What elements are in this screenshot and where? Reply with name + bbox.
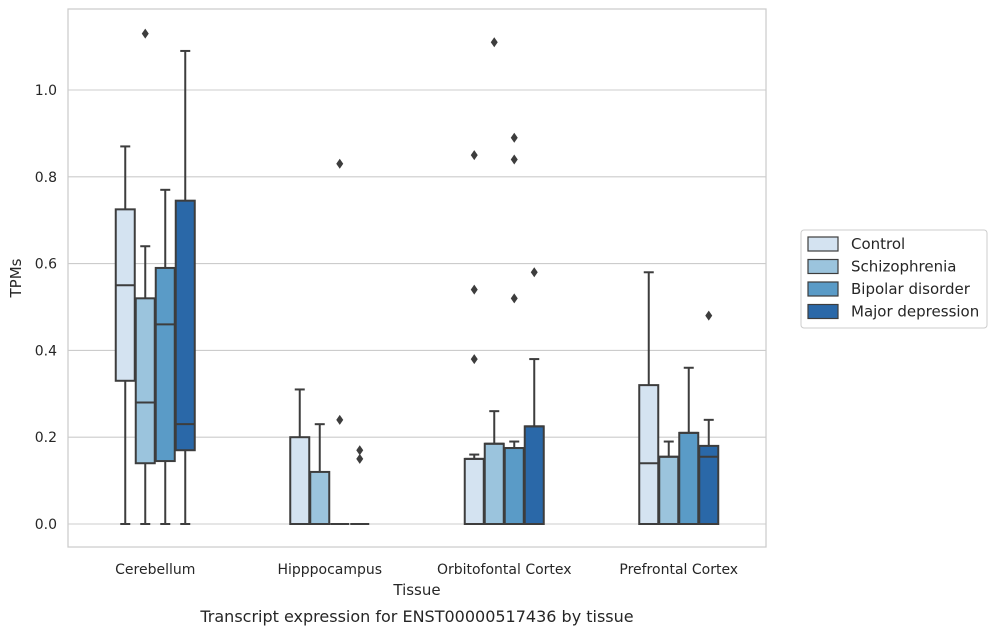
- box-3-0: [174, 49, 196, 525]
- legend-swatch: [807, 236, 839, 252]
- y-tick-label: 0.2: [35, 430, 57, 446]
- y-tick-label: 0.0: [35, 517, 57, 533]
- outlier-point: [510, 293, 518, 304]
- chart-caption: Transcript expression for ENST0000051743…: [199, 607, 633, 626]
- legend-swatch: [807, 303, 839, 320]
- outlier-point: [705, 310, 713, 321]
- box-1-0: [134, 28, 156, 525]
- box-body: [154, 266, 176, 463]
- y-tick-label: 1.0: [35, 83, 57, 99]
- box-3-3: [698, 310, 720, 526]
- box-body: [658, 455, 680, 526]
- outlier-point: [141, 28, 149, 39]
- x-tick-label: Hipppocampus: [277, 562, 382, 578]
- y-tick-labels: 0.0 0.2 0.4 0.6 0.8 1.0: [35, 83, 57, 533]
- plot-frame: [67, 8, 767, 548]
- y-tick-label: 0.4: [35, 343, 57, 359]
- outlier-point: [470, 150, 478, 161]
- outlier-point: [336, 158, 344, 169]
- box-body: [463, 457, 485, 525]
- box-body: [523, 425, 545, 526]
- outlier-point: [490, 37, 498, 48]
- box-2-2: [503, 132, 525, 525]
- outlier-point: [336, 414, 344, 425]
- box-body: [174, 199, 196, 452]
- legend-label: Control: [851, 235, 905, 253]
- x-axis-label: Tissue: [392, 581, 440, 599]
- box-body: [638, 384, 660, 525]
- box-body: [678, 431, 700, 525]
- legend-label: Bipolar disorder: [851, 280, 971, 298]
- box-body: [114, 208, 136, 382]
- outlier-point: [470, 354, 478, 365]
- legend-swatch: [807, 281, 839, 297]
- box-1-1: [309, 423, 331, 526]
- x-tick-label: Cerebellum: [115, 562, 195, 578]
- y-tick-label: 0.6: [35, 257, 57, 273]
- outlier-point: [510, 132, 518, 143]
- x-tick-label: Orbitofontal Cortex: [437, 562, 572, 578]
- x-tick-labels: Cerebellum Hipppocampus Orbitofontal Corte…: [115, 562, 738, 578]
- box-2-1: [330, 158, 350, 525]
- box-body: [309, 470, 331, 526]
- box-series: [114, 28, 720, 526]
- legend-label: Schizophrenia: [851, 258, 956, 276]
- x-tick-label: Prefrontal Cortex: [619, 562, 738, 578]
- box-0-3: [638, 271, 660, 525]
- outlier-point: [470, 284, 478, 295]
- box-body: [134, 297, 156, 465]
- y-tick-label: 0.8: [35, 170, 57, 186]
- legend-frame: [800, 229, 988, 329]
- legend: Control Schizophrenia Bipolar disorder Majo…: [800, 229, 988, 329]
- box-3-1: [350, 445, 370, 525]
- box-body: [503, 447, 525, 525]
- outlier-point: [530, 267, 538, 278]
- box-0-0: [114, 145, 136, 525]
- legend-swatch: [807, 258, 839, 275]
- box-body: [698, 444, 720, 526]
- legend-label: Major depression: [851, 303, 979, 321]
- outlier-point: [356, 445, 364, 456]
- box-3-2: [523, 267, 545, 526]
- box-0-2: [463, 150, 485, 525]
- outlier-point: [510, 154, 518, 165]
- y-axis-label: TPMs: [7, 258, 25, 298]
- box-body: [289, 436, 311, 526]
- outlier-point: [356, 453, 364, 464]
- box-body: [483, 442, 505, 525]
